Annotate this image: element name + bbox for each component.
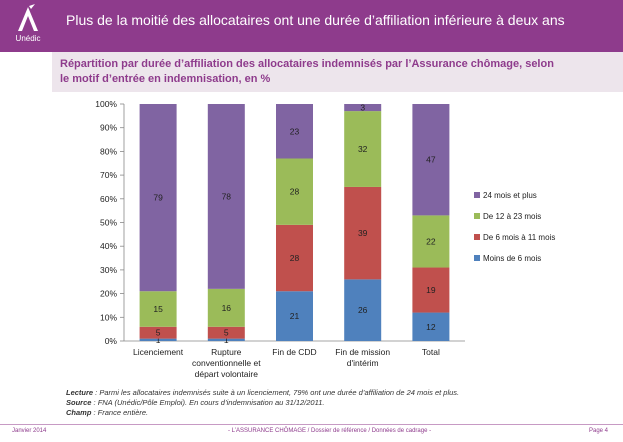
x-category-label: d'intérim	[347, 358, 379, 368]
bar-data-label: 15	[153, 304, 163, 314]
bar-segment	[344, 279, 382, 341]
y-tick-label: 80%	[100, 146, 117, 156]
bar-data-label: 12	[426, 322, 436, 332]
note-source: Source : FNA (Unédic/Pôle Emploi). En co…	[66, 398, 586, 408]
x-category-label: Fin de CDD	[272, 347, 316, 357]
unedic-logo: Unédic	[6, 4, 50, 48]
bar-segment	[276, 158, 313, 225]
bar-data-label: 26	[358, 305, 368, 315]
legend-label: Moins de 6 mois	[483, 254, 541, 263]
y-tick-label: 70%	[100, 170, 117, 180]
bar-data-label: 5	[156, 328, 161, 338]
bar-segment	[412, 215, 450, 268]
bar-data-label: 47	[426, 155, 436, 165]
footer-page: Page 4	[589, 428, 609, 434]
bar-data-label: 3	[360, 103, 365, 113]
note-lecture: Lecture : Parmi les allocataires indemni…	[66, 388, 586, 398]
x-category-label: départ volontaire	[195, 369, 259, 379]
logo-mark-icon	[18, 4, 38, 31]
bar-segment	[276, 291, 313, 341]
note-champ: Champ : France entière.	[66, 408, 586, 418]
chart-subtitle: Répartition par durée d’affiliation des …	[60, 57, 615, 87]
footer-center: - L’ASSURANCE CHÔMAGE / Dossier de référ…	[228, 428, 432, 434]
bar-data-label: 28	[290, 253, 300, 263]
note-lecture-label: Lecture	[66, 388, 94, 397]
subtitle-line-1: Répartition par durée d’affiliation des …	[60, 58, 554, 70]
stacked-bar-chart: 0%10%20%30%40%50%60%70%80%90%100%151579L…	[95, 99, 555, 379]
y-tick-label: 30%	[100, 265, 117, 275]
legend-swatch	[474, 192, 480, 198]
bar-segment	[207, 104, 245, 289]
note-source-label: Source	[66, 398, 92, 407]
bar-segment	[412, 312, 450, 341]
bar-data-label: 22	[426, 236, 436, 246]
footer-date: Janvier 2014	[12, 428, 47, 434]
x-category-label: Licenciement	[133, 347, 184, 357]
legend-label: De 6 mois à 11 mois	[483, 233, 555, 242]
bar-data-label: 1	[156, 335, 161, 345]
y-tick-label: 0%	[105, 336, 118, 346]
bar-segment	[139, 338, 177, 341]
bar-segment	[412, 104, 450, 216]
bar-segment	[276, 224, 313, 292]
bar-segment	[344, 111, 382, 187]
y-tick-label: 40%	[100, 241, 117, 251]
bar-data-label: 79	[153, 193, 163, 203]
header-band: Unédic Plus de la moitié des allocataire…	[0, 0, 623, 52]
bar-data-label: 21	[290, 311, 300, 321]
x-category-label: conventionnelle et	[192, 358, 261, 368]
bar-data-label: 39	[358, 228, 368, 238]
bar-segment	[207, 288, 245, 327]
x-category-label: Fin de mission	[335, 347, 390, 357]
bar-segment	[139, 291, 177, 327]
note-lecture-text: : Parmi les allocataires indemnisés suit…	[93, 388, 460, 397]
note-champ-label: Champ	[66, 408, 92, 417]
y-tick-label: 50%	[100, 218, 117, 228]
bar-data-label: 1	[224, 335, 229, 345]
bar-segment	[139, 326, 177, 339]
bar-segment	[412, 267, 450, 313]
legend-swatch	[474, 234, 480, 240]
logo-text: Unédic	[15, 34, 41, 43]
legend-swatch	[474, 255, 480, 261]
y-tick-label: 10%	[100, 312, 117, 322]
bar-data-label: 78	[222, 191, 232, 201]
bar-segment	[139, 104, 177, 292]
note-source-text: : FNA (Unédic/Pôle Emploi). En cours d’i…	[91, 398, 325, 407]
bar-segment	[344, 186, 382, 280]
bar-segment	[276, 104, 313, 159]
y-tick-label: 20%	[100, 289, 117, 299]
bar-data-label: 5	[224, 328, 229, 338]
bar-data-label: 19	[426, 285, 436, 295]
legend-label: 24 mois et plus	[483, 191, 537, 200]
subtitle-band: Répartition par durée d’affiliation des …	[52, 52, 623, 92]
footer: Janvier 2014 - L’ASSURANCE CHÔMAGE / Dos…	[0, 424, 623, 442]
subtitle-line-2: le motif d’entrée en indemnisation, en %	[60, 73, 271, 85]
note-champ-text: : France entière.	[91, 408, 149, 417]
legend-label: De 12 à 23 mois	[483, 212, 541, 221]
legend-swatch	[474, 213, 480, 219]
bar-data-label: 23	[290, 126, 300, 136]
y-tick-label: 60%	[100, 194, 117, 204]
y-tick-label: 100%	[95, 99, 117, 109]
bar-data-label: 16	[222, 303, 232, 313]
x-category-label: Total	[422, 347, 440, 357]
bar-data-label: 32	[358, 144, 368, 154]
bar-data-label: 28	[290, 187, 300, 197]
x-category-label: Rupture	[211, 347, 242, 357]
chart-notes: Lecture : Parmi les allocataires indemni…	[66, 388, 586, 418]
y-tick-label: 90%	[100, 123, 117, 133]
page-title: Plus de la moitié des allocataires ont u…	[66, 12, 565, 28]
bar-segment	[344, 104, 382, 112]
bar-segment	[207, 326, 245, 339]
bar-segment	[207, 338, 245, 341]
